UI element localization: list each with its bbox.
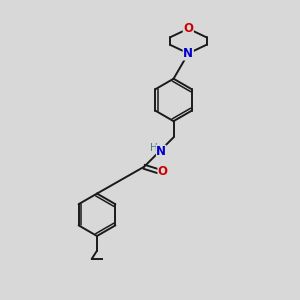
Text: N: N — [183, 47, 193, 60]
Text: N: N — [156, 145, 166, 158]
Text: O: O — [183, 22, 193, 35]
Text: H: H — [150, 142, 158, 153]
Text: O: O — [158, 165, 168, 178]
